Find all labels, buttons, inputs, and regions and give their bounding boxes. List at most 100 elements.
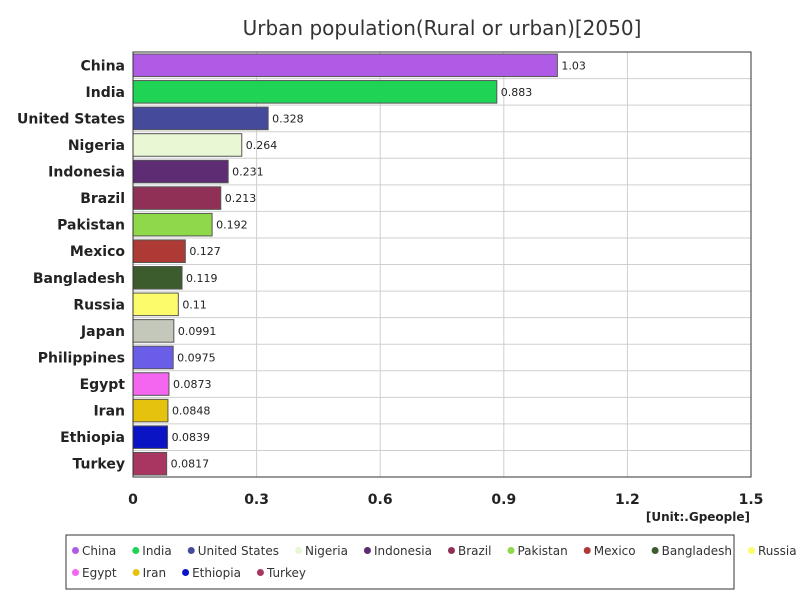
legend-label: Russia: [758, 544, 797, 558]
value-label: 1.03: [561, 59, 586, 72]
legend-item-iran[interactable]: Iran: [132, 566, 166, 580]
category-label: United States: [17, 111, 125, 127]
category-label: Philippines: [38, 350, 125, 366]
bar-philippines[interactable]: [132, 345, 174, 370]
legend[interactable]: China India United States Nigeria Indonesia B…: [65, 534, 800, 590]
bar-united-states[interactable]: [132, 106, 269, 131]
legend-item-pakistan[interactable]: Pakistan: [507, 544, 568, 558]
legend-marker: [132, 569, 140, 576]
value-label: 0.213: [225, 192, 256, 205]
category-label: China: [81, 58, 125, 74]
legend-label: Iran: [143, 566, 166, 580]
category-label: Brazil: [80, 191, 125, 207]
value-labels: 1.03 0.883 0.328 0.264 0.231 0.213 0.192 0.127 0…: [171, 59, 586, 470]
x-tick-label: 0.3: [244, 492, 269, 508]
value-label: 0.0817: [171, 458, 210, 471]
legend-marker: [72, 547, 79, 554]
legend-label: Mexico: [594, 544, 636, 558]
legend-label: Indonesia: [374, 544, 432, 558]
bar-pakistan[interactable]: [132, 212, 213, 237]
x-tick-label: 1.2: [615, 492, 640, 508]
x-tick-label: 0.6: [368, 492, 393, 508]
legend-box: [65, 534, 735, 590]
plot-border: [132, 51, 752, 478]
value-label: 0.231: [232, 166, 264, 179]
bar-russia[interactable]: [132, 292, 179, 317]
x-tick-label: 0: [128, 492, 138, 508]
bar-china[interactable]: [132, 53, 558, 78]
value-label: 0.127: [189, 245, 221, 258]
legend-item-nigeria[interactable]: Nigeria: [295, 544, 348, 558]
bar-nigeria[interactable]: [132, 133, 243, 157]
bar-egypt[interactable]: [132, 372, 170, 396]
legend-item-ethiopia[interactable]: Ethiopia: [182, 566, 241, 580]
legend-marker: [747, 547, 755, 554]
legend-label: Ethiopia: [192, 566, 241, 580]
value-label: 0.0991: [178, 325, 217, 338]
x-tick-label: 1.5: [739, 492, 764, 508]
legend-label: United States: [198, 544, 279, 558]
bar-india[interactable]: [132, 80, 498, 104]
legend-marker: [187, 547, 195, 554]
x-axis-tick-labels: 0 0.3 0.6 0.9 1.2 1.5: [128, 492, 763, 508]
bar-bangladesh[interactable]: [132, 266, 183, 290]
value-label: 0.0848: [172, 405, 211, 418]
bar-mexico[interactable]: [132, 239, 186, 263]
category-label: Mexico: [70, 244, 126, 260]
legend-label: India: [142, 544, 171, 558]
value-label: 0.11: [182, 298, 207, 311]
legend-marker: [72, 569, 79, 576]
legend-item-egypt[interactable]: Egypt: [72, 566, 117, 580]
x-tick-label: 0.9: [491, 492, 516, 508]
legend-marker: [507, 547, 515, 554]
value-label: 0.264: [246, 139, 278, 152]
legend-label: China: [82, 544, 116, 558]
category-label: Pakistan: [57, 218, 125, 234]
bar-indonesia[interactable]: [132, 159, 229, 184]
category-label: Ethiopia: [60, 430, 125, 446]
legend-label: Brazil: [458, 544, 492, 558]
legend-item-bangladesh[interactable]: Bangladesh: [651, 544, 732, 558]
legend-label: Egypt: [82, 566, 117, 580]
legend-item-turkey[interactable]: Turkey: [256, 566, 306, 580]
category-labels: China India United States Nigeria Indonesia B…: [17, 58, 125, 472]
category-label: Egypt: [80, 377, 126, 393]
chart-title: Urban population(Rural or urban)[2050]: [243, 16, 642, 40]
legend-item-russia[interactable]: Russia: [747, 544, 797, 558]
legend-label: Nigeria: [305, 544, 348, 558]
category-label: Bangladesh: [33, 271, 125, 287]
legend-marker: [182, 569, 190, 576]
legend-marker: [256, 569, 264, 576]
value-label: 0.119: [186, 272, 218, 285]
legend-marker: [583, 547, 591, 554]
legend-item-mexico[interactable]: Mexico: [583, 544, 636, 558]
legend-item-united-states[interactable]: United States: [187, 544, 279, 558]
value-label: 0.0873: [173, 378, 212, 391]
legend-item-india[interactable]: India: [132, 544, 172, 558]
bar-brazil[interactable]: [132, 186, 222, 210]
legend-marker: [651, 547, 659, 554]
category-label: Japan: [80, 324, 125, 340]
legend-marker: [295, 547, 302, 554]
legend-label: Pakistan: [517, 544, 567, 558]
value-label: 0.0975: [177, 351, 216, 364]
legend-item-brazil[interactable]: Brazil: [447, 544, 492, 558]
legend-item-china[interactable]: China: [72, 544, 116, 558]
legend-marker: [447, 547, 455, 554]
bar-ethiopia[interactable]: [132, 425, 169, 449]
value-label: 0.0839: [172, 431, 211, 444]
bar-turkey[interactable]: [132, 451, 168, 476]
category-label: Russia: [73, 297, 125, 313]
legend-label: Turkey: [266, 566, 306, 580]
bar-iran[interactable]: [132, 398, 169, 423]
category-label: India: [86, 85, 125, 101]
value-label: 0.192: [216, 219, 248, 232]
unit-label: [Unit:.Gpeople]: [646, 510, 750, 524]
bar-japan[interactable]: [132, 319, 175, 343]
legend-label: Bangladesh: [662, 544, 732, 558]
legend-marker: [132, 547, 140, 554]
category-label: Iran: [93, 404, 125, 420]
legend-item-indonesia[interactable]: Indonesia: [363, 544, 432, 558]
category-label: Nigeria: [68, 138, 125, 154]
